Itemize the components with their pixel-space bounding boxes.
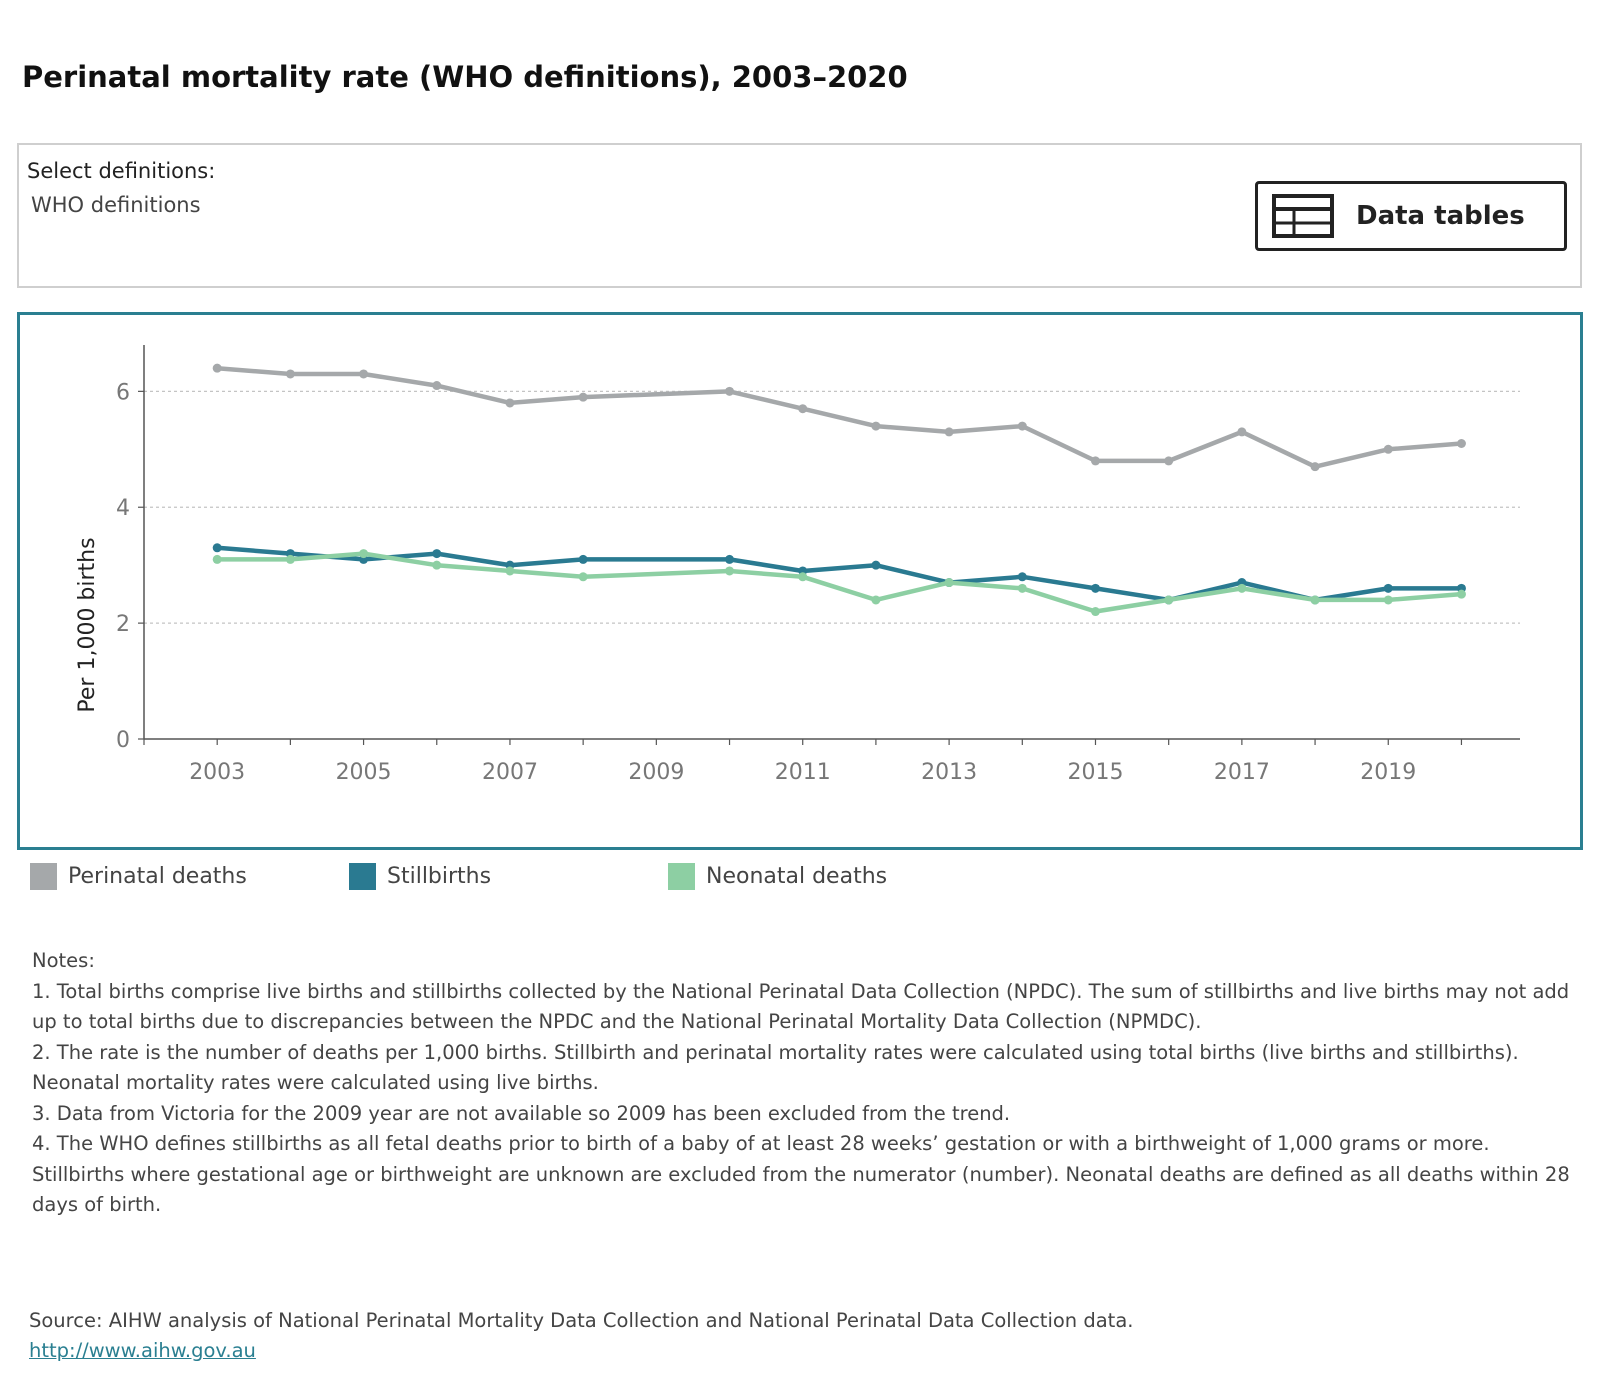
filter-label: Select definitions: <box>27 159 216 183</box>
data-point[interactable] <box>212 363 222 373</box>
y-tick-label: 2 <box>116 612 130 637</box>
series <box>212 363 1466 617</box>
data-point[interactable] <box>578 572 588 582</box>
line-chart: 0 2 4 6 2003 2005 2007 2009 2011 2013 2015 2017 2019… <box>75 345 1520 785</box>
data-point[interactable] <box>1164 595 1174 605</box>
data-point[interactable] <box>432 560 442 570</box>
data-point[interactable] <box>1383 444 1393 454</box>
data-point[interactable] <box>871 421 881 431</box>
x-tick-label: 2017 <box>1214 760 1270 785</box>
data-point[interactable] <box>1017 421 1027 431</box>
legend-label: Perinatal deaths <box>68 864 247 889</box>
x-tick-label: 2007 <box>482 760 538 785</box>
data-point[interactable] <box>1017 583 1027 593</box>
chart-container: 0 2 4 6 2003 2005 2007 2009 2011 2013 2015 2017 2019… <box>17 312 1583 850</box>
data-point[interactable] <box>1310 462 1320 472</box>
data-point[interactable] <box>359 549 369 559</box>
source-text: Source: AIHW analysis of National Perina… <box>29 1309 1134 1332</box>
legend-item-perinatal-deaths[interactable]: Perinatal deaths <box>30 863 247 890</box>
source: Source: AIHW analysis of National Perina… <box>29 1306 1133 1366</box>
legend-swatch <box>668 863 695 890</box>
axes: 0 2 4 6 2003 2005 2007 2009 2011 2013 2015 2017 2019 <box>116 380 1463 785</box>
data-point[interactable] <box>1164 456 1174 466</box>
data-point[interactable] <box>432 381 442 391</box>
x-tick-label: 2011 <box>775 760 831 785</box>
data-point[interactable] <box>505 566 515 576</box>
x-tick-label: 2005 <box>336 760 392 785</box>
definitions-filter-panel: Select definitions: WHO definitions Data… <box>17 143 1582 288</box>
source-link[interactable]: http://www.aihw.gov.au <box>29 1339 256 1362</box>
data-point[interactable] <box>1017 572 1027 582</box>
data-point[interactable] <box>212 543 222 553</box>
data-point[interactable] <box>578 392 588 402</box>
data-point[interactable] <box>944 427 954 437</box>
note-item: 3. Data from Victoria for the 2009 year … <box>32 1101 1011 1125</box>
data-point[interactable] <box>725 566 735 576</box>
data-point[interactable] <box>1237 427 1247 437</box>
note-item: 1. Total births comprise live births and… <box>32 979 1570 1034</box>
y-tick-label: 6 <box>116 380 130 405</box>
table-icon <box>1272 194 1334 238</box>
data-point[interactable] <box>1237 583 1247 593</box>
data-point[interactable] <box>871 560 881 570</box>
y-axis-title: Per 1,000 births <box>75 537 100 712</box>
data-point[interactable] <box>1383 583 1393 593</box>
notes: Notes: 1. Total births comprise live bir… <box>32 946 1582 1221</box>
data-point[interactable] <box>578 554 588 564</box>
x-tick-label: 2015 <box>1067 760 1123 785</box>
data-point[interactable] <box>285 369 295 379</box>
y-tick-label: 0 <box>116 728 130 753</box>
data-point[interactable] <box>725 386 735 396</box>
data-point[interactable] <box>1090 583 1100 593</box>
x-tick-label: 2013 <box>921 760 977 785</box>
data-point[interactable] <box>725 554 735 564</box>
series-neonatal-deaths <box>212 549 1466 617</box>
notes-heading: Notes: <box>32 949 95 972</box>
data-point[interactable] <box>505 398 515 408</box>
legend: Perinatal deaths Stillbirths Neonatal de… <box>0 863 1600 893</box>
data-point[interactable] <box>212 554 222 564</box>
series-perinatal-deaths <box>212 363 1466 472</box>
data-point[interactable] <box>432 549 442 559</box>
legend-swatch <box>349 863 376 890</box>
data-point[interactable] <box>1310 595 1320 605</box>
definitions-select[interactable]: WHO definitions <box>31 193 201 217</box>
data-tables-button[interactable]: Data tables <box>1255 181 1567 251</box>
data-point[interactable] <box>285 554 295 564</box>
legend-label: Stillbirths <box>387 864 492 889</box>
data-point[interactable] <box>871 595 881 605</box>
data-point[interactable] <box>1456 589 1466 599</box>
gridlines <box>144 390 1520 624</box>
legend-item-stillbirths[interactable]: Stillbirths <box>349 863 491 890</box>
data-point[interactable] <box>1090 607 1100 617</box>
data-tables-label: Data tables <box>1356 201 1525 231</box>
legend-swatch <box>30 863 57 890</box>
series-line-neonatal-deaths <box>214 551 1464 614</box>
series-line-perinatal-deaths <box>214 365 1464 469</box>
legend-label: Neonatal deaths <box>706 864 888 889</box>
y-tick-label: 4 <box>116 496 130 521</box>
x-tick-label: 2009 <box>628 760 684 785</box>
data-point[interactable] <box>944 578 954 588</box>
page-title: Perinatal mortality rate (WHO definition… <box>22 60 908 94</box>
x-tick-label: 2019 <box>1360 760 1416 785</box>
x-tick-label: 2003 <box>189 760 245 785</box>
data-point[interactable] <box>1383 595 1393 605</box>
legend-item-neonatal-deaths[interactable]: Neonatal deaths <box>668 863 887 890</box>
data-point[interactable] <box>359 369 369 379</box>
data-point[interactable] <box>798 572 808 582</box>
data-point[interactable] <box>1090 456 1100 466</box>
data-point[interactable] <box>1456 439 1466 448</box>
data-point[interactable] <box>798 404 808 414</box>
note-item: 4. The WHO defines stillbirths as all fe… <box>32 1132 1570 1216</box>
note-item: 2. The rate is the number of deaths per … <box>32 1040 1519 1095</box>
